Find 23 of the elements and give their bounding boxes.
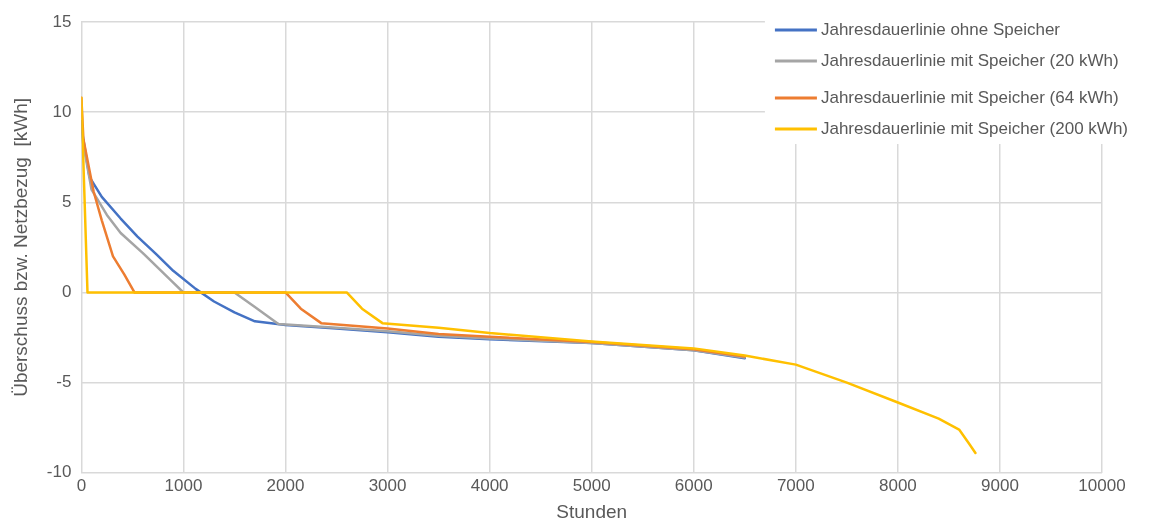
y-axis-title: Überschuss bzw. Netzbezug [kWh] bbox=[9, 97, 31, 397]
y-tick-label: 15 bbox=[52, 11, 72, 31]
legend-label: Jahresdauerlinie mit Speicher (20 kWh) bbox=[820, 50, 1119, 70]
x-tick-label: 9000 bbox=[981, 475, 1019, 495]
x-tick-label: 4000 bbox=[470, 475, 509, 495]
y-tick-label: 5 bbox=[61, 192, 72, 212]
legend-label: Jahresdauerlinie ohne Speicher bbox=[820, 19, 1061, 39]
legend-label: Jahresdauerlinie mit Speicher (64 kWh) bbox=[820, 87, 1119, 107]
x-tick-label: 8000 bbox=[878, 475, 917, 495]
x-tick-label: 1000 bbox=[164, 475, 203, 495]
x-tick-label: 10000 bbox=[1078, 475, 1126, 495]
y-tick-label: -10 bbox=[46, 462, 72, 482]
x-tick-label: 5000 bbox=[572, 475, 611, 495]
x-axis-title: Stunden bbox=[556, 500, 628, 522]
x-tick-label: 7000 bbox=[776, 475, 815, 495]
x-tick-label: 3000 bbox=[368, 475, 407, 495]
x-tick-label: 2000 bbox=[266, 475, 305, 495]
y-tick-label: 10 bbox=[52, 101, 72, 121]
x-tick-label: 0 bbox=[76, 475, 87, 495]
y-tick-label: 0 bbox=[61, 282, 72, 302]
y-tick-label: -5 bbox=[56, 372, 72, 392]
x-tick-label: 6000 bbox=[674, 475, 713, 495]
legend-label: Jahresdauerlinie mit Speicher (200 kWh) bbox=[820, 118, 1129, 138]
